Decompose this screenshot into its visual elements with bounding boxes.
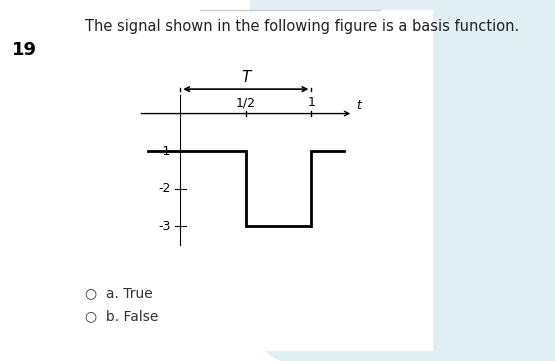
Text: -3: -3 xyxy=(159,220,171,233)
Text: ○  a. True: ○ a. True xyxy=(85,286,153,300)
Text: The signal shown in the following figure is a basis function.: The signal shown in the following figure… xyxy=(85,19,519,34)
Text: 1: 1 xyxy=(307,96,315,109)
Text: -2: -2 xyxy=(159,182,171,195)
Bar xyxy=(38,10,433,351)
Text: T: T xyxy=(241,70,250,85)
Text: t: t xyxy=(356,99,361,112)
Text: 1/2: 1/2 xyxy=(236,96,256,109)
FancyBboxPatch shape xyxy=(250,0,555,361)
Text: 19: 19 xyxy=(12,41,37,59)
Text: ○  b. False: ○ b. False xyxy=(85,309,158,323)
Text: -1: -1 xyxy=(159,145,171,158)
